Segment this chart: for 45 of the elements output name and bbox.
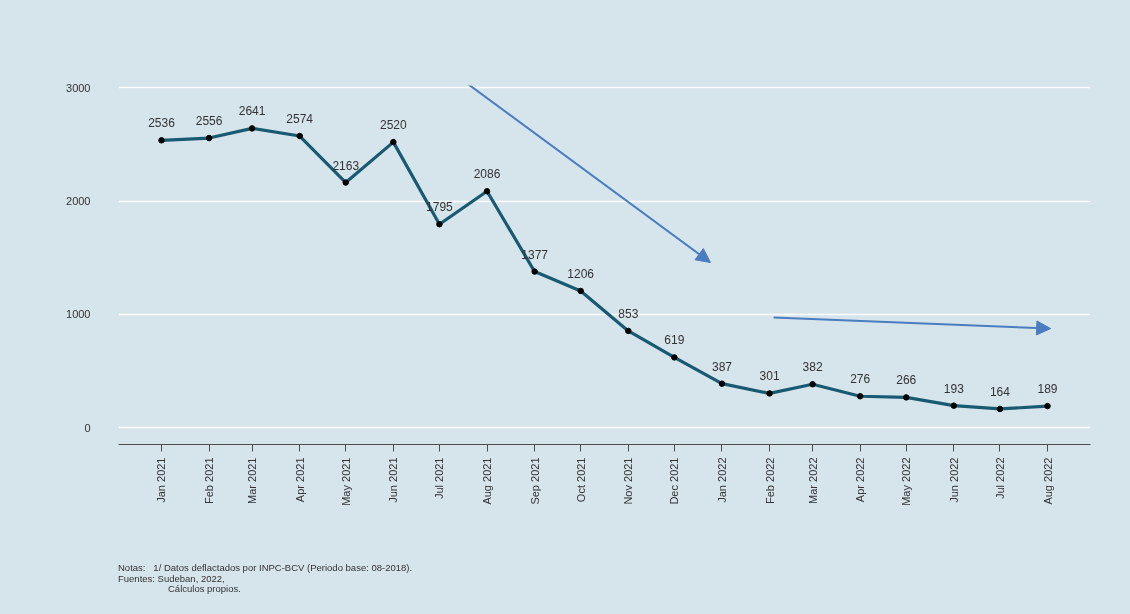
x-tick-label: Jun 2022 bbox=[947, 457, 960, 503]
data-label: 2574 bbox=[286, 112, 314, 127]
source-note: Fuentes: Sudeban, 2022, bbox=[118, 572, 226, 584]
x-tick-label: Nov 2021 bbox=[622, 457, 635, 505]
data-label: 189 bbox=[1037, 382, 1058, 397]
x-tick-label: Mar 2022 bbox=[806, 457, 819, 504]
data-label: 2520 bbox=[380, 118, 408, 133]
data-label: 276 bbox=[850, 372, 871, 387]
x-tick-label: Feb 2021 bbox=[203, 457, 216, 504]
x-tick-label: Jun 2021 bbox=[387, 457, 400, 503]
x-tick-label: Feb 2022 bbox=[763, 457, 776, 504]
y-tick-label: 0 bbox=[84, 421, 91, 434]
x-tick-label: Mar 2021 bbox=[246, 457, 259, 504]
data-label: 2163 bbox=[332, 158, 360, 173]
x-tick-label: Jan 2021 bbox=[155, 457, 168, 503]
x-tick-label: May 2022 bbox=[900, 457, 913, 506]
data-label: 193 bbox=[943, 381, 965, 396]
data-label: 2641 bbox=[238, 104, 266, 119]
y-tick-label: 1000 bbox=[66, 308, 91, 321]
data-label: 387 bbox=[711, 359, 733, 374]
text: Notas: 1/ Datos deflactados por INPC-BCV (Periodo base: 08-2018). bbox=[118, 562, 413, 574]
data-label: 2086 bbox=[473, 167, 501, 182]
data-label: 619 bbox=[664, 333, 685, 348]
data-label: 2556 bbox=[195, 114, 223, 129]
y-tick-label: 3000 bbox=[66, 81, 91, 94]
data-label: 853 bbox=[618, 306, 639, 321]
text: Cálculos propios. bbox=[167, 583, 242, 595]
x-tick-label: Sep 2021 bbox=[528, 457, 541, 505]
x-tick-label: May 2021 bbox=[339, 457, 352, 506]
x-tick-label: Jul 2021 bbox=[433, 457, 446, 500]
data-label: 382 bbox=[802, 360, 823, 375]
x-tick-label: Oct 2021 bbox=[574, 457, 587, 503]
x-tick-label: Jan 2022 bbox=[715, 457, 728, 503]
y-tick-label: 2000 bbox=[66, 195, 91, 208]
data-label: 164 bbox=[989, 384, 1011, 399]
x-tick-label: Jul 2022 bbox=[993, 457, 1006, 500]
x-tick-label: Apr 2022 bbox=[854, 457, 867, 503]
data-label: 301 bbox=[759, 369, 780, 384]
data-label: 266 bbox=[896, 373, 917, 388]
data-label: 2536 bbox=[148, 116, 176, 131]
x-tick-label: Aug 2021 bbox=[481, 457, 494, 505]
x-tick-label: Apr 2021 bbox=[293, 457, 306, 503]
data-label: 1206 bbox=[567, 266, 595, 281]
x-tick-label: Dec 2021 bbox=[668, 457, 681, 505]
x-tick-label: Aug 2022 bbox=[1041, 457, 1054, 505]
